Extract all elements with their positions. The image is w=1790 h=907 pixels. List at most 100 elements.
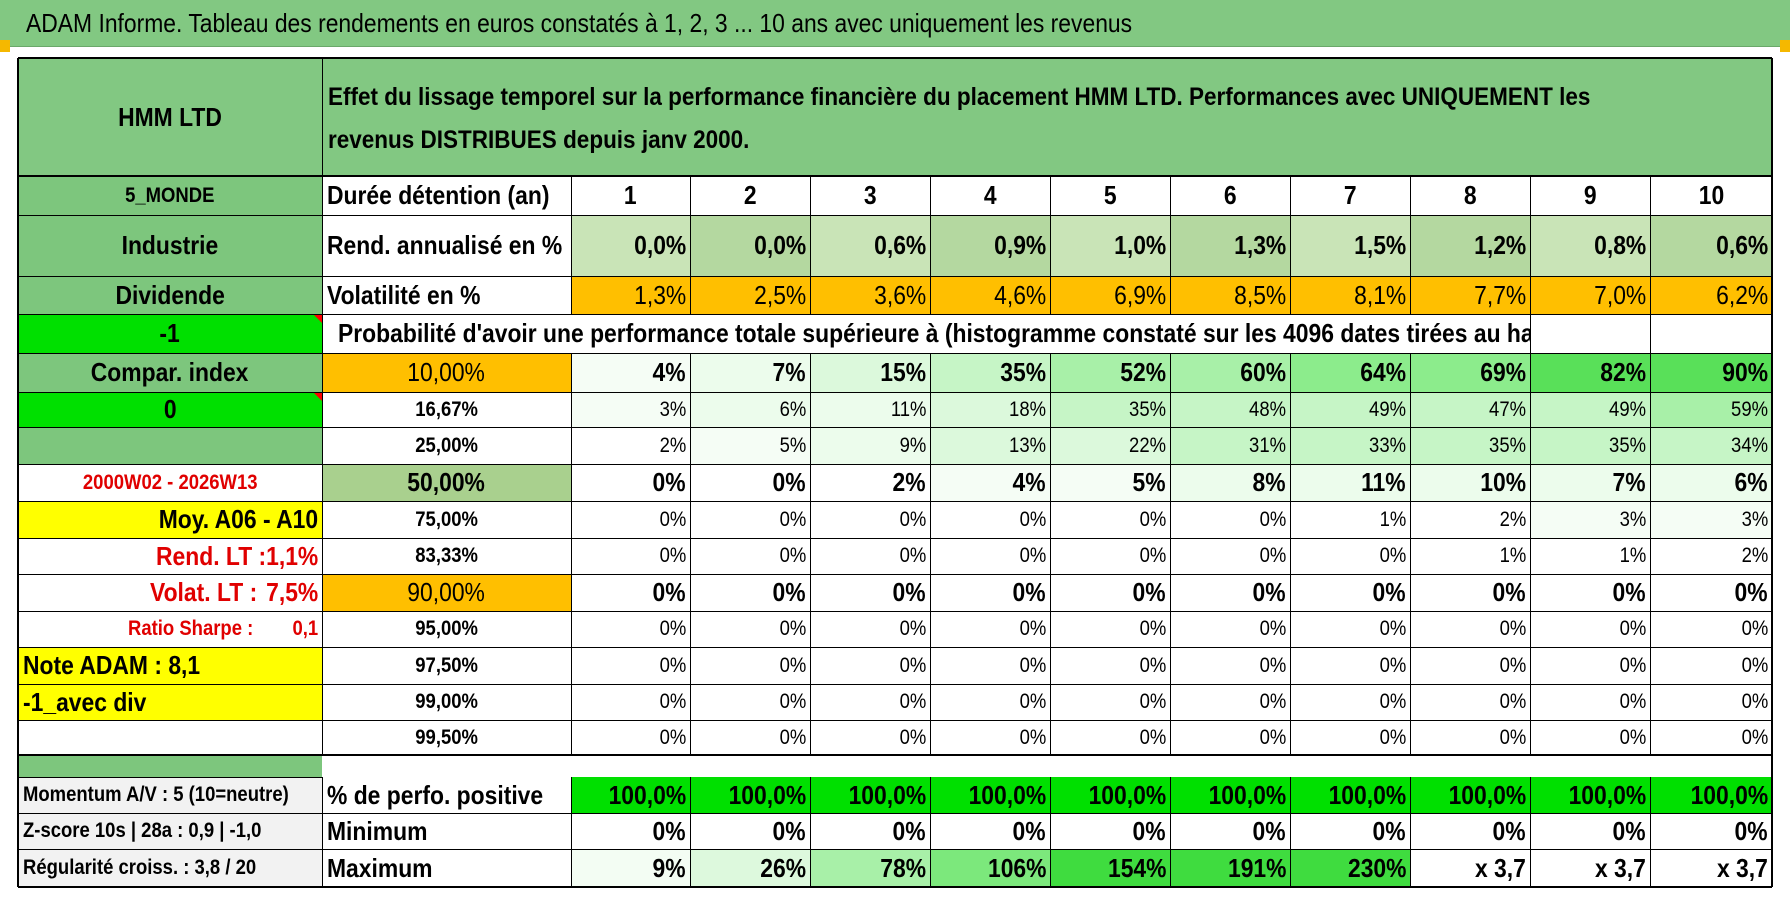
grid-line: [1650, 314, 1651, 353]
probability-value: 0%: [1170, 611, 1290, 647]
rend-value-text: 1,3%: [1233, 230, 1286, 260]
fund-name-text: HMM LTD: [118, 101, 222, 132]
rend-lt-label: Rend. LT :: [18, 538, 322, 574]
maximum-value-text: 78%: [880, 852, 926, 883]
probability-value: 0%: [571, 684, 690, 720]
code-minus-one: -1: [18, 314, 322, 353]
minimum-value: 0%: [571, 813, 690, 849]
probability-value-text: 0%: [779, 653, 806, 677]
minimum-value: 0%: [1650, 813, 1772, 849]
probability-value-text: 0%: [652, 467, 686, 497]
grid-line: [1771, 58, 1773, 887]
adam-note-text: Note ADAM : 8,1: [23, 650, 201, 680]
probability-value-text: 0%: [772, 467, 806, 497]
sharpe-label-text: Ratio Sharpe :: [128, 617, 254, 640]
probability-value: 0%: [690, 611, 810, 647]
positive-perf-value-text: 100,0%: [728, 779, 806, 810]
probability-value: 1%: [1290, 501, 1410, 538]
year-header-text: 6: [1223, 180, 1237, 210]
probability-value: 0%: [1170, 538, 1290, 574]
grid-line: [18, 464, 1772, 465]
probability-value: 6%: [690, 392, 810, 427]
grid-line: [18, 175, 1772, 177]
grid-line: [18, 215, 1772, 216]
grid-line: [18, 849, 1772, 850]
average-label-text: Moy. A06 - A10: [158, 504, 318, 534]
probability-value: 0%: [571, 611, 690, 647]
threshold-value: 97,50%: [322, 647, 571, 684]
grid-line: [18, 501, 1772, 502]
probability-value: 0%: [1290, 574, 1410, 611]
probability-value: 0%: [1410, 684, 1530, 720]
volatility-value-text: 6,2%: [1715, 279, 1768, 310]
year-header: 3: [810, 176, 930, 215]
positive-perf-value: 100,0%: [1650, 777, 1772, 813]
probability-value: 47%: [1410, 392, 1530, 427]
positive-perf-value: 100,0%: [1290, 777, 1410, 813]
probability-value: 0%: [930, 574, 1050, 611]
probability-value-text: 0%: [1139, 653, 1166, 677]
minimum-value-text: 0%: [1252, 815, 1286, 846]
grid-line: [1530, 314, 1531, 353]
probability-value: 0%: [810, 647, 930, 684]
threshold-value: 25,00%: [322, 427, 571, 464]
positive-perf-value-text: 100,0%: [1568, 779, 1646, 810]
probability-value: 0%: [1530, 684, 1650, 720]
grid-line: [1050, 176, 1051, 314]
probability-value-text: 49%: [1609, 397, 1646, 421]
probability-value-text: 0%: [1019, 653, 1046, 677]
minimum-value: 0%: [1170, 813, 1290, 849]
minimum-value: 0%: [1050, 813, 1170, 849]
probability-value-text: 0%: [772, 577, 806, 607]
grid-line: [1290, 777, 1291, 887]
probability-value: 15%: [810, 353, 930, 392]
rend-value: 1,5%: [1290, 215, 1410, 276]
probability-value-text: 0%: [1259, 653, 1286, 677]
probability-value: 0%: [1050, 720, 1170, 755]
probability-value: 0%: [1530, 611, 1650, 647]
probability-value-text: 0%: [899, 653, 926, 677]
probability-value: 3%: [1530, 501, 1650, 538]
probability-value: 0%: [1050, 574, 1170, 611]
probability-value-text: 0%: [1139, 507, 1166, 531]
probability-value-text: 0%: [899, 725, 926, 749]
volat-lt-label-text: Volat. LT :: [150, 577, 258, 607]
probability-value-text: 22%: [1129, 433, 1166, 457]
probability-value: 0%: [1290, 720, 1410, 755]
probability-value-text: 4%: [652, 357, 686, 387]
probability-value: 34%: [1650, 427, 1772, 464]
volatility-value-text: 1,3%: [633, 279, 686, 310]
maximum-value-text: 191%: [1227, 852, 1286, 883]
probability-value: 0%: [1290, 684, 1410, 720]
grid-line: [1290, 353, 1291, 755]
grid-line: [571, 777, 572, 887]
positive-perf-label: % de perfo. positive: [322, 777, 571, 813]
probability-value-text: 35%: [1129, 397, 1166, 421]
table-description: Effet du lissage temporel sur la perform…: [322, 58, 1772, 176]
probability-value: 0%: [1530, 574, 1650, 611]
probability-value-text: 0%: [1499, 617, 1526, 640]
rend-value-text: 1,5%: [1353, 230, 1406, 260]
probability-value: 0%: [930, 611, 1050, 647]
rend-value: 1,2%: [1410, 215, 1530, 276]
probability-value-text: 2%: [1499, 507, 1526, 531]
probability-value: 0%: [690, 501, 810, 538]
grid-line: [1050, 353, 1051, 755]
minimum-value-text: 0%: [1492, 815, 1526, 846]
rend-value-text: 0,6%: [1715, 230, 1768, 260]
probability-value-text: 0%: [1012, 577, 1046, 607]
positive-perf-value: 100,0%: [930, 777, 1050, 813]
year-header: 10: [1650, 176, 1772, 215]
probability-value: 22%: [1050, 427, 1170, 464]
positive-perf-value-text: 100,0%: [1208, 779, 1286, 810]
probability-value: 82%: [1530, 353, 1650, 392]
returns-table: HMM LTD Effet du lissage temporel sur la …: [17, 57, 1773, 888]
probability-value-text: 0%: [659, 617, 686, 640]
grid-line: [1650, 353, 1651, 755]
grid-line: [18, 574, 1772, 575]
probability-value-text: 15%: [880, 357, 926, 387]
maximum-value: 78%: [810, 849, 930, 887]
fund-name: HMM LTD: [18, 58, 322, 176]
probability-value: 0%: [930, 720, 1050, 755]
comment-marker: [313, 314, 322, 323]
